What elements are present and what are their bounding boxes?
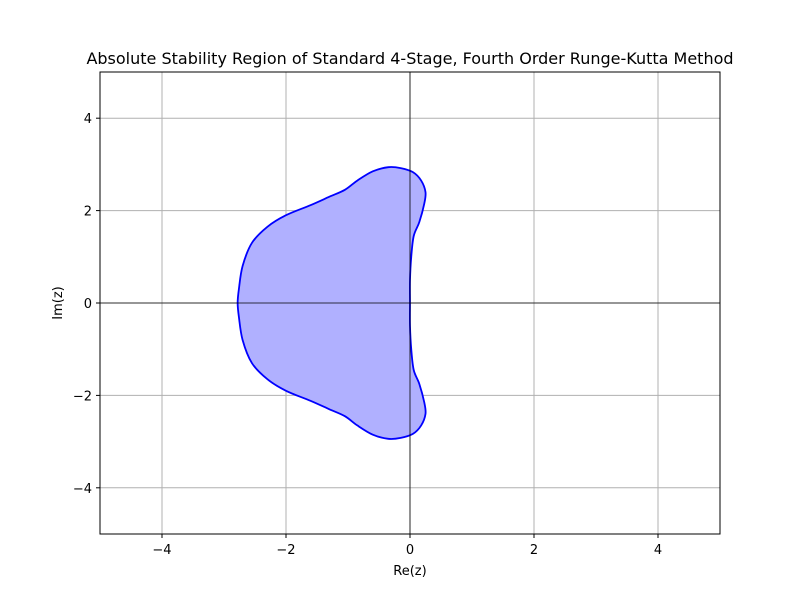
y-axis-label: Im(z) [51, 286, 66, 319]
y-tick-label: 2 [84, 205, 92, 220]
x-axis-label: Re(z) [393, 564, 426, 579]
y-tick-label: −4 [73, 482, 92, 497]
x-tick-label: 2 [530, 543, 538, 558]
y-axis-ticks: −4 −2 0 2 4 [73, 112, 100, 497]
x-axis-ticks: −4 −2 0 2 4 [152, 534, 662, 558]
y-tick-label: −2 [73, 389, 92, 404]
y-tick-label: 0 [84, 297, 92, 312]
y-tick-label: 4 [84, 112, 92, 127]
x-tick-label: −4 [152, 543, 171, 558]
chart-title: Absolute Stability Region of Standard 4-… [86, 49, 733, 68]
plot-area [99, 71, 721, 535]
x-tick-label: 0 [406, 543, 414, 558]
x-tick-label: 4 [654, 543, 662, 558]
x-tick-label: −2 [276, 543, 295, 558]
origin-axes-layer [100, 72, 720, 534]
